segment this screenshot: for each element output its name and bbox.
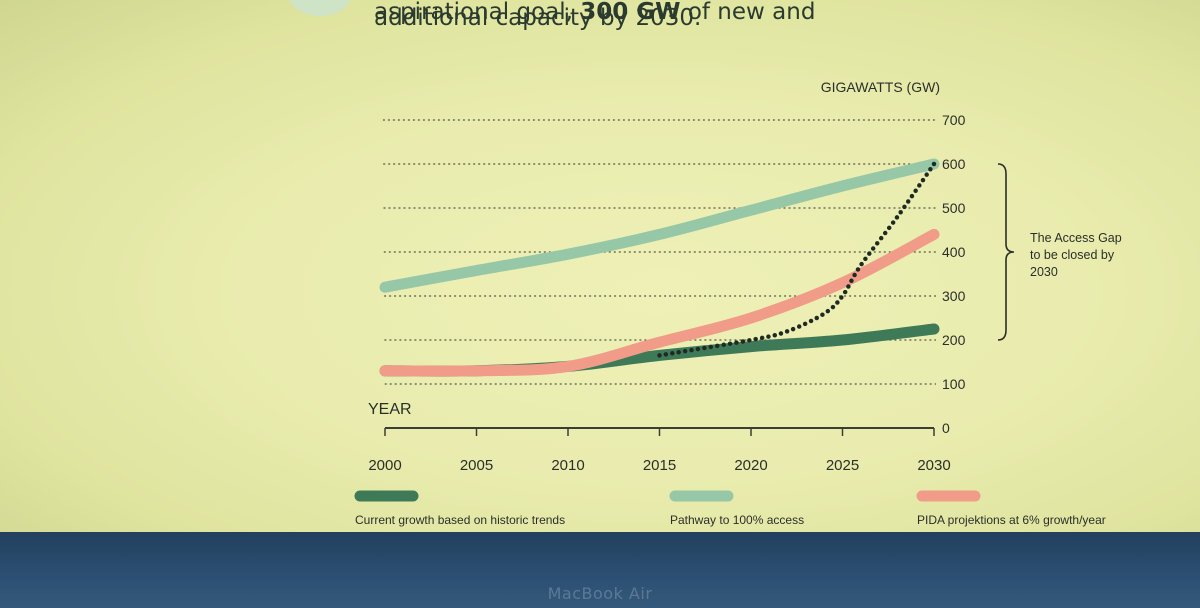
headline-text-pre: aspirational goal,	[374, 0, 573, 25]
access-gap-bracket: The Access Gap to be closed by 2030	[997, 163, 1122, 341]
legend: Current growth based on historic trends P…	[354, 490, 1106, 527]
laptop-bezel	[0, 532, 1200, 608]
y-tick-700: 700	[942, 112, 966, 128]
series-line-current	[379, 323, 940, 377]
bezel-brand-label: MacBook Air	[547, 584, 653, 603]
annotation-line-1: to be closed by	[1030, 248, 1115, 262]
headline-line-1: aspirational goal, 300 GW of new and	[374, 0, 815, 26]
y-tick-600: 600	[942, 156, 966, 172]
annotation-line-2: 2030	[1030, 265, 1058, 279]
x-tick-2030: 2030	[917, 457, 950, 474]
presentation-slide: aspirational goal, 300 GW of new and add…	[0, 0, 1200, 532]
decorative-circle	[288, 0, 352, 16]
series-line-pathway	[379, 158, 940, 293]
series-lines	[379, 158, 940, 377]
y-axis-label: GIGAWATTS (GW)	[821, 79, 940, 95]
x-tick-2020: 2020	[734, 457, 767, 474]
y-tick-500: 500	[942, 200, 966, 216]
x-tick-2010: 2010	[551, 457, 584, 474]
legend-label-current: Current growth based on historic trends	[355, 513, 565, 527]
x-tick-2025: 2025	[826, 457, 859, 474]
series-line-target	[657, 161, 937, 358]
y-tick-100: 100	[942, 376, 966, 392]
y-tick-0: 0	[942, 420, 950, 436]
x-tick-2015: 2015	[643, 457, 676, 474]
x-axis-label: YEAR	[368, 401, 412, 418]
annotation-line-0: The Access Gap	[1030, 231, 1122, 245]
legend-label-pida: PIDA projektions at 6% growth/year	[917, 513, 1106, 527]
y-tick-400: 400	[942, 244, 966, 260]
legend-label-pathway: Pathway to 100% access	[670, 513, 804, 527]
x-tick-2005: 2005	[460, 457, 493, 474]
headline-text-bold: 300 GW	[580, 0, 681, 25]
x-axis: 2000 2005 2010 2015 2020 2025 2030	[368, 427, 951, 474]
headline-text-post: of new and	[687, 0, 816, 25]
series-line-pida	[379, 228, 940, 377]
x-tick-2000: 2000	[368, 457, 401, 474]
y-tick-labels: 0 100 200 300 400 500 600 700	[942, 112, 966, 436]
access-gap-brace	[997, 163, 1015, 341]
y-tick-200: 200	[942, 332, 966, 348]
y-tick-300: 300	[942, 288, 966, 304]
headline-line-2: additional capacity by 2030.	[374, 5, 702, 31]
